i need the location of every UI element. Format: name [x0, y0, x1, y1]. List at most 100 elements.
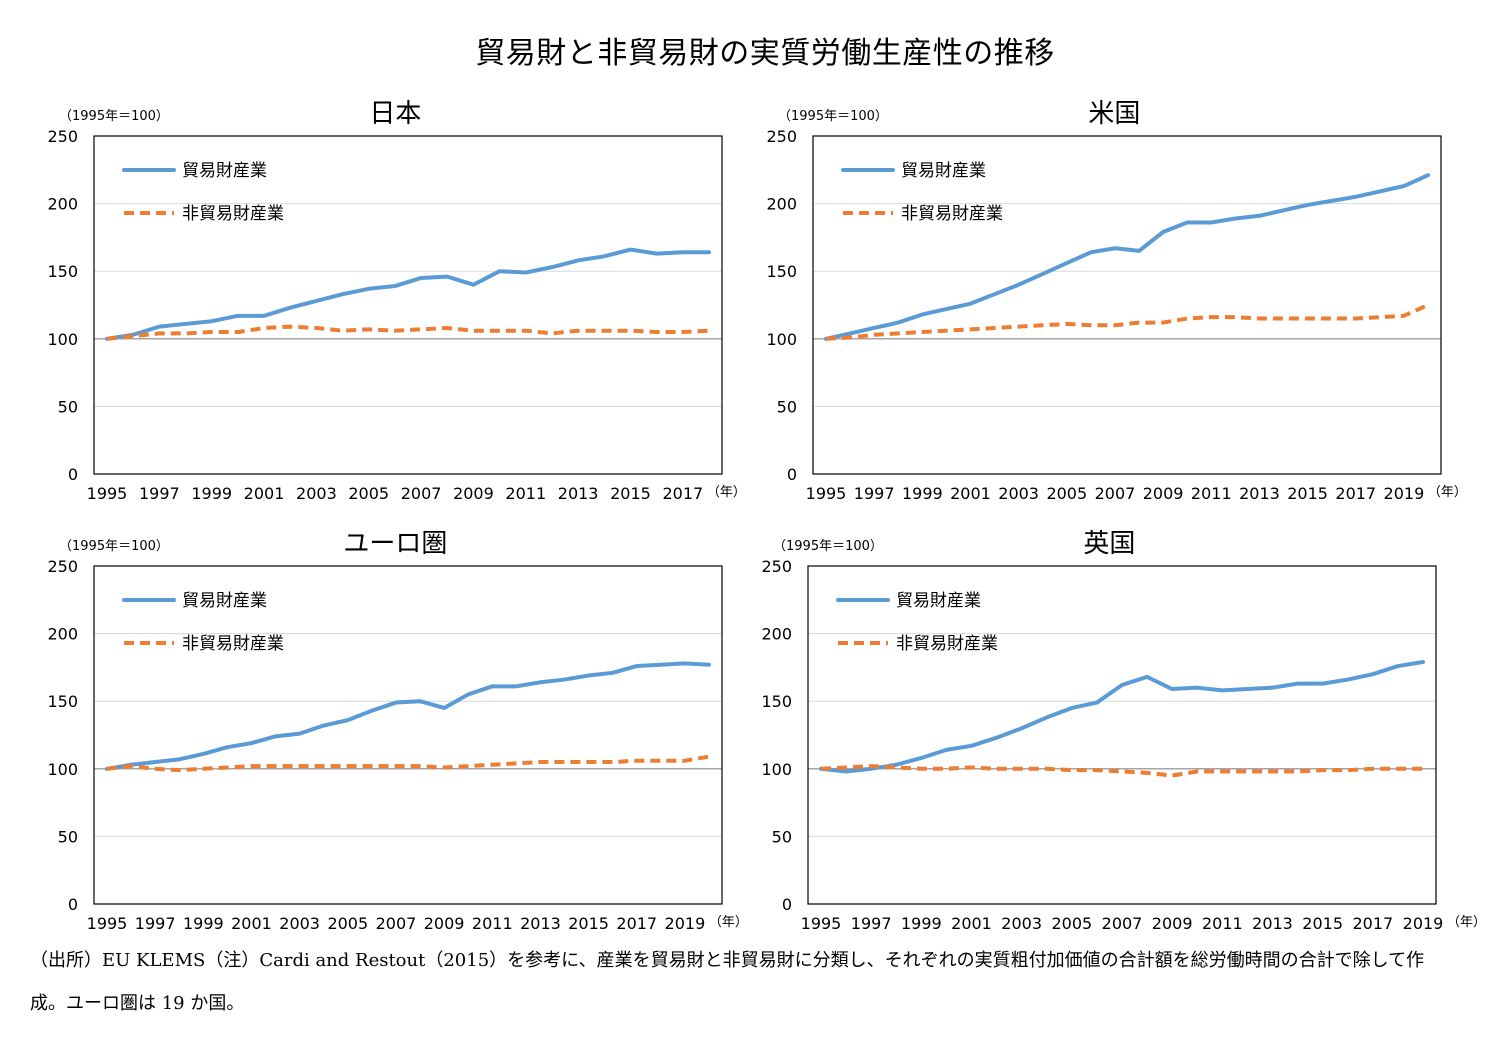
- y-tick-label: 0: [787, 465, 797, 484]
- x-tick-label: 1999: [183, 914, 224, 933]
- x-tick-label: 2017: [1352, 914, 1393, 933]
- x-tick-label: 2001: [231, 914, 272, 933]
- y-tick-label: 150: [766, 262, 797, 281]
- y-tick-label: 150: [761, 692, 792, 711]
- legend-label-traded: 貿易財産業: [182, 161, 267, 181]
- y-tick-label: 200: [766, 195, 797, 214]
- x-tick-label: 1995: [801, 914, 842, 933]
- x-tick-label: 2003: [279, 914, 320, 933]
- y-tick-label: 250: [47, 127, 78, 146]
- x-tick-label: 2019: [665, 914, 706, 933]
- legend-label-traded: 貿易財産業: [182, 591, 267, 611]
- x-tick-label: 2009: [1152, 914, 1193, 933]
- series-line-traded: [105, 661, 711, 771]
- legend-label-nontraded: 非貿易財産業: [182, 634, 284, 654]
- x-tick-label: 1999: [902, 484, 943, 503]
- plot-frame: [93, 565, 723, 905]
- y-unit-label: （1995年＝100）: [59, 109, 169, 124]
- y-unit-label: （1995年＝100）: [773, 539, 883, 554]
- x-tick-label: 2011: [1202, 914, 1243, 933]
- x-tick-label: 2005: [1046, 484, 1087, 503]
- chart-title: 米国: [1088, 99, 1140, 129]
- x-tick-label: 2013: [558, 484, 599, 503]
- x-tick-label: 2007: [376, 914, 417, 933]
- x-tick-label: 1997: [854, 484, 895, 503]
- x-tick-label: 2003: [1001, 914, 1042, 933]
- y-tick-label: 50: [777, 397, 797, 416]
- legend-label-traded: 貿易財産業: [901, 161, 986, 181]
- y-tick-label: 50: [772, 827, 792, 846]
- x-unit-label: （年）: [709, 915, 748, 930]
- x-tick-label: 2009: [453, 484, 494, 503]
- series-line-nontraded: [825, 303, 1429, 341]
- x-tick-label: 1997: [135, 914, 176, 933]
- legend-label-traded: 貿易財産業: [896, 591, 981, 611]
- x-tick-label: 2013: [520, 914, 561, 933]
- plot-frame: [807, 565, 1437, 905]
- x-unit-label: （年）: [1447, 915, 1486, 930]
- plot-frame: [93, 135, 723, 475]
- y-tick-label: 100: [47, 330, 78, 349]
- x-unit-label: （年）: [707, 485, 746, 500]
- y-unit-label: （1995年＝100）: [778, 109, 888, 124]
- x-tick-label: 2009: [1143, 484, 1184, 503]
- x-tick-label: 2015: [1302, 914, 1343, 933]
- x-tick-label: 2007: [1102, 914, 1143, 933]
- series-line-traded: [105, 247, 711, 341]
- x-tick-label: 2007: [401, 484, 442, 503]
- x-tick-label: 1997: [851, 914, 892, 933]
- y-unit-label: （1995年＝100）: [59, 539, 169, 554]
- figure-title: 貿易財と非貿易財の実質労働生産性の推移: [475, 36, 1055, 71]
- series-line-nontraded: [106, 754, 710, 773]
- x-tick-label: 2013: [1252, 914, 1293, 933]
- y-tick-label: 100: [761, 760, 792, 779]
- x-tick-label: 1999: [901, 914, 942, 933]
- x-tick-label: 2015: [568, 914, 609, 933]
- x-tick-label: 2003: [998, 484, 1039, 503]
- x-tick-label: 2017: [1335, 484, 1376, 503]
- y-tick-label: 200: [761, 625, 792, 644]
- y-tick-label: 50: [58, 397, 78, 416]
- y-tick-label: 150: [47, 262, 78, 281]
- x-tick-label: 1999: [191, 484, 232, 503]
- x-tick-label: 2005: [327, 914, 368, 933]
- series-line-traded: [824, 173, 1430, 341]
- x-tick-label: 2015: [610, 484, 651, 503]
- x-tick-label: 2001: [950, 484, 991, 503]
- series-line-traded: [819, 659, 1425, 774]
- source-note-line-2: 成。ユーロ圏は 19 か国。: [30, 993, 245, 1014]
- x-tick-label: 2013: [1239, 484, 1280, 503]
- x-tick-label: 2007: [1095, 484, 1136, 503]
- x-tick-label: 2019: [1384, 484, 1425, 503]
- x-tick-label: 2017: [662, 484, 703, 503]
- x-tick-label: 1995: [87, 914, 128, 933]
- x-tick-label: 2009: [424, 914, 465, 933]
- y-tick-label: 150: [47, 692, 78, 711]
- y-tick-label: 100: [766, 330, 797, 349]
- chart-title: 日本: [369, 99, 421, 129]
- x-tick-label: 2011: [1191, 484, 1232, 503]
- legend-label-nontraded: 非貿易財産業: [896, 634, 998, 654]
- x-tick-label: 2019: [1403, 914, 1444, 933]
- series-line-nontraded: [820, 764, 1423, 778]
- y-tick-label: 200: [47, 625, 78, 644]
- y-tick-label: 50: [58, 827, 78, 846]
- y-tick-label: 250: [761, 557, 792, 576]
- x-unit-label: （年）: [1428, 485, 1467, 500]
- x-tick-label: 1995: [806, 484, 847, 503]
- x-tick-label: 2001: [951, 914, 992, 933]
- x-tick-label: 2015: [1287, 484, 1328, 503]
- x-tick-label: 1997: [139, 484, 180, 503]
- x-tick-label: 2011: [505, 484, 546, 503]
- plot-frame: [812, 135, 1442, 475]
- x-tick-label: 2003: [296, 484, 337, 503]
- x-tick-label: 2011: [472, 914, 513, 933]
- x-tick-label: 2017: [616, 914, 657, 933]
- y-tick-label: 0: [68, 465, 78, 484]
- chart-title: ユーロ圏: [343, 529, 447, 559]
- x-tick-label: 2001: [244, 484, 285, 503]
